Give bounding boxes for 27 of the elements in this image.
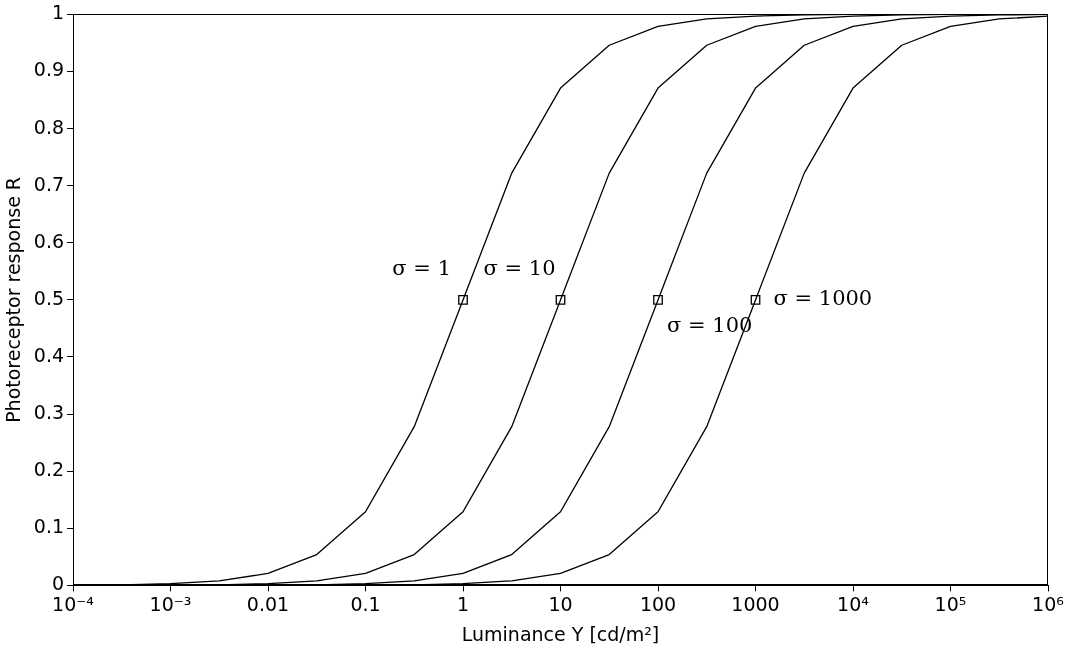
x-tick-label: 100 [639,592,677,615]
x-tick-label: 0.1 [350,592,381,615]
x-tick-label: 10⁴ [837,592,870,615]
y-tick-label: 0.3 [33,401,65,424]
y-axis-title: Photoreceptor response R [2,176,25,423]
y-tick-label: 0.6 [33,229,65,252]
annotation: σ = 1000 [773,286,873,311]
y-tick-label: 0.7 [33,172,65,195]
y-tick-label: 0.5 [33,286,65,309]
y-tick-label: 0 [51,572,65,595]
x-tick-label: 10⁵ [934,592,967,615]
y-tick-label: 0.1 [33,515,65,538]
x-axis-title: Luminance Y [cd/m²] [461,622,660,645]
y-tick-label: 0.9 [33,58,65,81]
x-tick-label: 10⁻⁴ [52,592,95,615]
x-tick-label: 10⁶ [1032,592,1064,615]
x-tick-label: 1 [456,592,470,615]
x-tick-label: 0.01 [246,592,290,615]
y-tick-label: 0.2 [33,458,65,481]
y-tick-label: 0.4 [33,343,65,366]
annotation: σ = 1 [392,256,452,281]
x-tick-label: 10 [548,592,573,615]
x-tick-label: 1000 [731,592,780,615]
y-tick-label: 1 [51,1,65,24]
y-tick-label: 0.8 [33,115,65,138]
x-tick-label: 10⁻³ [149,592,192,615]
annotation: σ = 10 [483,256,556,281]
